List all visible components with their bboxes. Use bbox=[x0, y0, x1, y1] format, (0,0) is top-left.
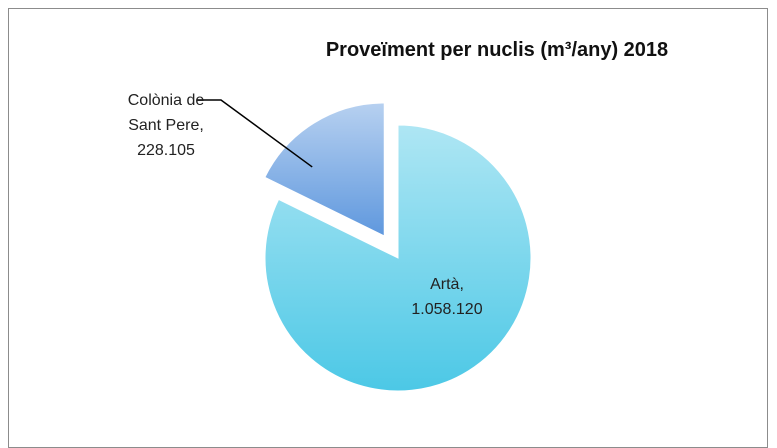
chart: Proveïment per nuclis (m³/any) 2018 bbox=[197, 39, 668, 392]
data-label: Artà, 1.058.120 bbox=[392, 272, 502, 322]
page: Proveïment per nuclis (m³/any) 2018 (() … bbox=[8, 8, 768, 448]
data-label: Colònia de Sant Pere, 228.105 bbox=[111, 88, 221, 163]
value-label: 1.058.120 bbox=[411, 301, 483, 318]
chart-title: Proveïment per nuclis (m³/any) 2018 bbox=[326, 39, 668, 61]
category-label: Artà, bbox=[430, 276, 464, 293]
value-label: 228.105 bbox=[137, 142, 195, 159]
leader-line bbox=[197, 99, 313, 168]
category-label: Colònia de Sant Pere, bbox=[127, 92, 205, 134]
